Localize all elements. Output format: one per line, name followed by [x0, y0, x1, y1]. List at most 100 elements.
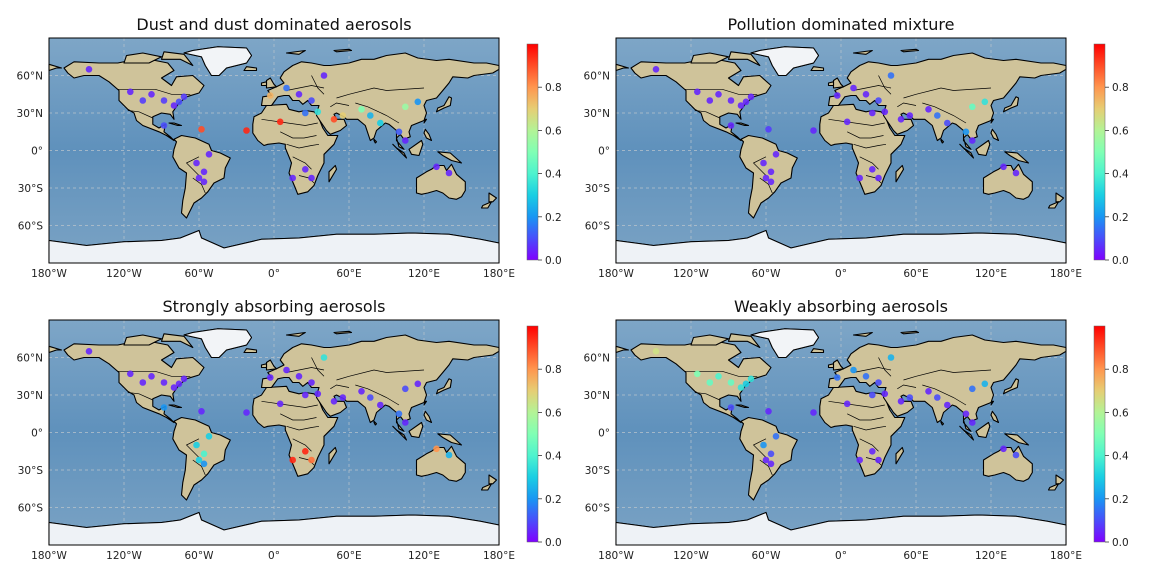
continent-outline	[63, 58, 205, 142]
aeronet-site-marker	[367, 394, 374, 401]
aeronet-site-marker	[810, 409, 817, 416]
latitude-tick-label: 30°S	[18, 183, 44, 195]
continent-outline	[819, 103, 906, 195]
latitude-tick-label: 30°N	[584, 390, 610, 402]
aeronet-site-marker	[962, 128, 970, 136]
country-border	[847, 413, 884, 421]
country-border	[853, 85, 892, 91]
aeronet-site-marker	[160, 97, 168, 104]
island-outline	[168, 404, 183, 409]
country-border	[192, 177, 206, 194]
map-panel-2: Pollution dominated mixture 180°W 120°W 60…	[584, 15, 1082, 280]
aeronet-site-marker	[962, 410, 970, 418]
latitude-tick-label: 30°S	[585, 183, 611, 195]
aeronet-site-marker	[765, 126, 772, 133]
island-outline	[990, 118, 995, 124]
island-outline	[392, 143, 408, 159]
island-outline	[975, 421, 991, 439]
aeronet-site-marker	[767, 178, 775, 186]
aeronet-site-marker	[367, 112, 374, 119]
aeronet-site-marker	[887, 72, 895, 79]
country-border	[355, 384, 400, 406]
island-outline	[168, 122, 183, 127]
aeronet-site-marker	[395, 128, 403, 136]
island-outline	[373, 138, 378, 144]
island-outline	[123, 334, 163, 346]
colorbar-gradient	[526, 325, 539, 543]
aeronet-site-marker	[85, 348, 93, 355]
colorbar-tick-label: 0.8	[1112, 364, 1129, 376]
country-border	[903, 87, 992, 99]
greenland	[750, 46, 820, 76]
aeronet-site-marker	[875, 174, 882, 182]
continent-outline	[252, 385, 339, 477]
island-outline	[435, 378, 453, 395]
longitude-tick-label: 120°W	[673, 550, 709, 562]
country-border	[261, 400, 318, 408]
aeronet-site-marker	[339, 112, 347, 119]
latitude-tick-label: 30°N	[584, 108, 610, 120]
aeronet-site-marker	[243, 127, 250, 134]
country-border	[336, 87, 425, 99]
map-area	[615, 37, 1067, 264]
aeronet-site-marker	[906, 112, 914, 119]
aeronet-site-marker	[302, 109, 309, 117]
aeronet-site-marker	[200, 168, 208, 176]
longitude-tick-label: 180°W	[31, 268, 67, 280]
longitude-tick-label: 180°E	[483, 268, 515, 280]
country-border	[847, 131, 884, 139]
island-outline	[900, 330, 920, 335]
sites	[85, 348, 453, 468]
aeronet-site-marker	[843, 118, 851, 126]
sites	[85, 66, 453, 186]
aeronet-site-marker	[377, 401, 384, 409]
country-border	[355, 102, 400, 124]
island-outline	[852, 49, 873, 55]
aeronet-site-marker	[295, 91, 303, 98]
aeronet-site-marker	[715, 91, 722, 98]
aeronet-site-marker	[767, 460, 775, 468]
longitude-tick-label: 180°W	[598, 550, 634, 562]
country-border	[694, 392, 720, 401]
island-outline	[437, 433, 463, 446]
aeronet-site-marker	[193, 441, 200, 449]
country-border	[684, 88, 758, 95]
aeronet-site-marker	[330, 116, 338, 123]
country-border	[292, 156, 312, 170]
aeronet-site-marker	[772, 433, 780, 440]
colorbar-tick-label: 0.4	[1112, 169, 1129, 181]
island-outline	[990, 410, 1000, 424]
map-frame	[48, 319, 500, 546]
country-border	[859, 156, 879, 170]
island-outline	[160, 333, 194, 349]
aeronet-site-marker	[869, 448, 876, 455]
country-border	[752, 438, 767, 458]
continent-outline	[827, 334, 1067, 432]
aeronet-site-marker	[869, 166, 876, 173]
aeronet-site-marker	[320, 354, 328, 361]
continent-outline	[252, 103, 339, 195]
aeronet-site-marker	[339, 394, 347, 401]
latitude-tick-label: 0°	[598, 428, 610, 440]
island-outline	[392, 425, 408, 441]
aeronet-site-marker	[433, 445, 440, 453]
continent-outline	[260, 334, 500, 432]
aeronet-site-marker	[934, 394, 941, 401]
island-outline	[243, 348, 258, 354]
colorbar-tick-label: 0.2	[1112, 494, 1129, 506]
aeronet-site-marker	[869, 391, 876, 399]
longitude-tick-label: 60°E	[336, 268, 361, 280]
latitude-tick-label: 0°	[598, 146, 610, 158]
island-outline	[895, 446, 905, 465]
island-outline	[333, 48, 353, 53]
country-border	[878, 75, 892, 95]
continent-outline	[827, 52, 1067, 150]
latitude-tick-label: 60°S	[18, 503, 44, 515]
country-border	[286, 425, 320, 431]
aeronet-site-marker	[767, 450, 775, 458]
longitude-tick-label: 60°W	[752, 268, 782, 280]
colorbar-gradient	[1093, 325, 1106, 543]
aeronet-site-marker	[395, 410, 403, 418]
panel-title: Dust and dust dominated aerosols	[136, 15, 411, 34]
